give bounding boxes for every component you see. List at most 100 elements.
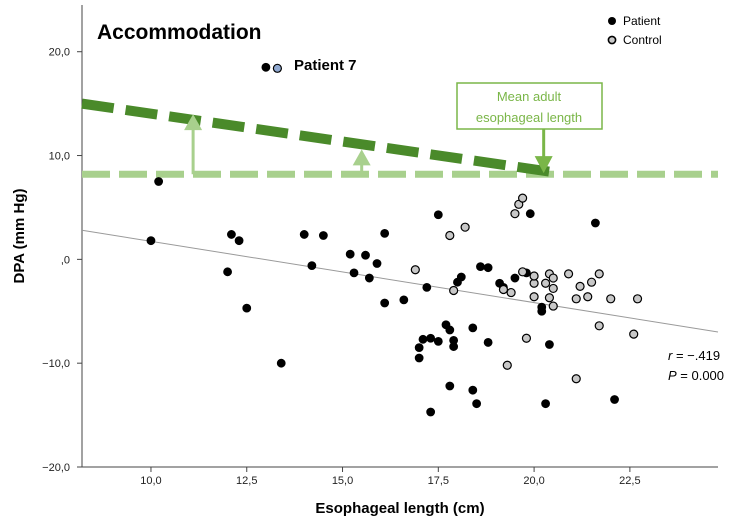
y-axis-title: DPA (mm Hg) <box>11 189 28 284</box>
control-point <box>548 283 558 294</box>
patient-point <box>364 273 374 283</box>
control-point <box>629 329 639 339</box>
y-tick-label: −20,0 <box>42 462 70 474</box>
control-point <box>575 281 585 291</box>
x-tick-label: 15,0 <box>332 475 353 487</box>
control-point <box>518 193 528 203</box>
stat-p-label: P <box>668 368 677 383</box>
patient-point <box>380 298 390 308</box>
control-point <box>518 267 528 277</box>
patient-point <box>380 229 390 238</box>
stat-r-value: = −.419 <box>672 348 720 363</box>
patient-point <box>426 333 436 343</box>
legend-control-label: Control <box>623 33 662 47</box>
y-tick-label: 20,0 <box>49 47 70 59</box>
patient-point <box>433 210 443 220</box>
control-point <box>540 278 551 288</box>
patient-point <box>414 353 424 363</box>
control-point <box>571 294 581 304</box>
patient-point <box>525 209 535 219</box>
patient-point <box>476 262 485 272</box>
y-tick-label: −10,0 <box>42 358 70 370</box>
patient-point <box>361 250 370 260</box>
dark-green-dashed-line <box>81 98 554 178</box>
legend-control-marker <box>607 35 617 45</box>
control-point <box>548 273 558 283</box>
patient-7-label: Patient 7 <box>294 57 357 74</box>
patient-point <box>545 340 554 349</box>
patient-point <box>433 336 443 346</box>
control-point <box>571 374 581 384</box>
legend-patient-marker <box>608 17 616 25</box>
annotation-line-2: esophageal length <box>476 110 582 125</box>
patient-point <box>541 399 550 409</box>
patient-7-companion-point <box>261 62 271 72</box>
patient-point <box>146 236 156 246</box>
x-tick-label: 10,0 <box>140 475 161 487</box>
patient-point <box>510 273 520 283</box>
patient-point <box>472 399 482 409</box>
patient-point <box>590 218 600 228</box>
regression-line <box>81 229 719 333</box>
control-point <box>594 321 604 331</box>
control-point <box>510 209 520 219</box>
patient-point <box>242 303 252 313</box>
patient-point <box>449 342 459 351</box>
control-point <box>606 294 616 304</box>
patient-point <box>372 259 382 268</box>
control-point <box>506 287 516 298</box>
patient-point <box>349 268 359 278</box>
control-point <box>449 285 459 296</box>
control-point <box>583 292 593 302</box>
annotation-box: Mean adult esophageal length <box>456 82 603 130</box>
patient-point <box>276 358 286 368</box>
patient-point <box>227 230 236 239</box>
annotation-line-1: Mean adult <box>497 89 562 104</box>
patient-point <box>154 177 164 186</box>
patient-point <box>345 249 355 259</box>
control-point <box>521 333 532 343</box>
legend-patient-label: Patient <box>623 14 661 28</box>
control-point <box>498 284 509 295</box>
y-tick-label: ,0 <box>61 254 70 266</box>
patient-point <box>468 385 478 395</box>
x-tick-label: 22,5 <box>619 475 640 487</box>
stat-p: P = 0.000 <box>668 368 724 383</box>
annotation-box-frame <box>456 82 603 130</box>
control-point <box>460 222 470 232</box>
patient-point <box>483 263 493 273</box>
up-arrow-head <box>352 149 371 166</box>
control-point <box>548 301 558 311</box>
control-point <box>529 271 539 281</box>
patient-point <box>610 395 619 404</box>
stats-block: r = −.419 P = 0.000 <box>668 348 724 383</box>
x-tick-label: 17,5 <box>428 475 449 487</box>
x-tick-label: 12,5 <box>236 475 257 487</box>
patient-point <box>414 343 424 353</box>
chart-title: Accommodation <box>97 21 262 44</box>
patient-point <box>318 231 328 240</box>
legend: Patient Control <box>607 14 662 47</box>
control-point <box>563 269 574 279</box>
patient-point <box>299 230 309 239</box>
patient-point <box>426 407 436 417</box>
x-axis-title: Esophageal length (cm) <box>315 500 484 517</box>
control-point <box>544 293 555 303</box>
stat-p-value: = 0.000 <box>677 368 724 383</box>
patient-point <box>445 381 455 391</box>
up-arrow-head <box>184 114 203 131</box>
patient-point <box>483 338 493 347</box>
control-point <box>632 294 643 304</box>
y-tick-label: 10,0 <box>49 151 70 163</box>
control-point <box>586 277 597 287</box>
control-point <box>445 230 455 241</box>
patient-point <box>307 261 317 270</box>
control-point <box>529 292 539 302</box>
stat-r-label: r <box>668 348 673 363</box>
patient-point <box>537 306 547 316</box>
patient-point <box>422 282 432 292</box>
control-point <box>502 360 512 370</box>
control-point <box>594 269 604 279</box>
patient-point <box>223 267 232 277</box>
